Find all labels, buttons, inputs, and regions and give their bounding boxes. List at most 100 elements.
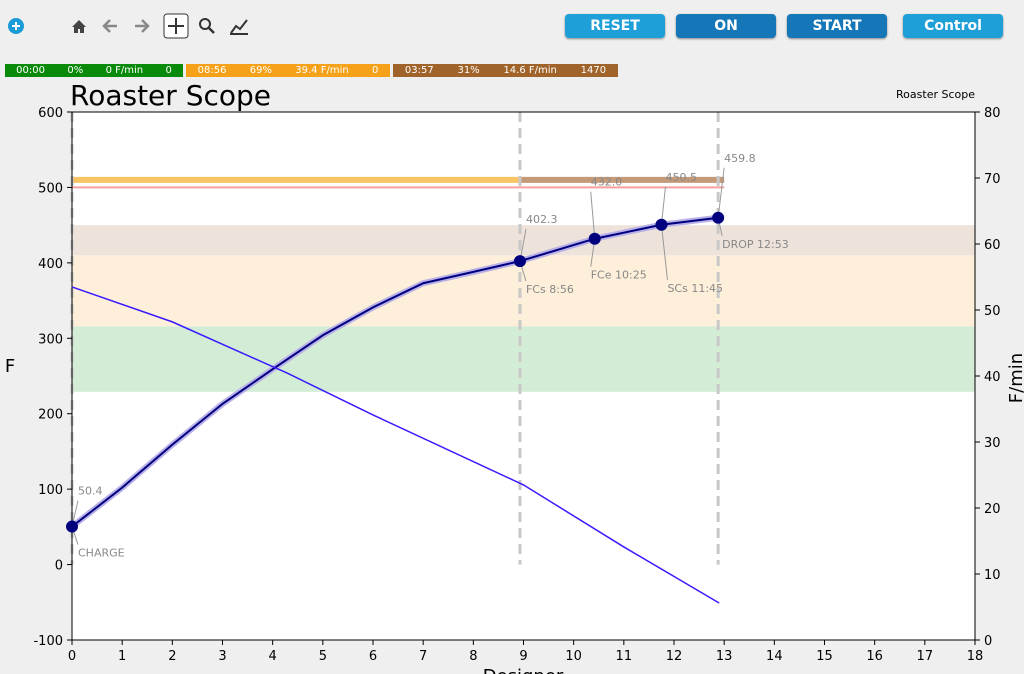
event-marker [66,520,78,533]
x-tick-label: 2 [168,649,176,664]
event-leader [590,191,596,239]
forward-icon[interactable] [135,19,150,33]
y-tick-label: 600 [38,106,63,121]
reset-button[interactable]: RESET [565,14,665,38]
phase-time: 03:57 [404,65,434,76]
x-tick-label: 4 [269,649,277,664]
x-tick-label: 14 [766,649,783,664]
y-tick-label: 500 [38,181,63,196]
phase-ror: 39.4 F/min [295,65,349,76]
phase-band [72,255,975,327]
event-label: FCs 8:56 [526,283,574,296]
y2-tick-label: 80 [984,106,1001,121]
x-tick-label: 11 [616,649,633,664]
event-leader [717,217,723,236]
phase-value: 1470 [580,65,607,76]
x-tick-label: 1 [118,649,126,664]
event-label: SCs 11:45 [667,282,723,295]
x-tick-label: 18 [967,649,984,664]
x-tick-label: 10 [565,649,582,664]
y-tick-label: 100 [38,483,63,498]
phase-ror: 14.6 F/min [503,65,557,76]
event-label: DROP 12:53 [722,238,789,251]
phase-segment: 03:57 31% 14.6 F/min 1470 [393,64,618,77]
phase-ror: 0 F/min [105,65,144,76]
home-icon[interactable] [72,20,86,33]
start-button[interactable]: START [787,14,887,38]
back-icon[interactable] [102,19,117,33]
x-tick-label: 13 [716,649,733,664]
add-button[interactable] [8,18,24,34]
phase-value: 0 [165,65,172,76]
x-tick-label: 6 [369,649,377,664]
y2-tick-label: 50 [984,304,1001,319]
line-halo [70,214,719,529]
x-tick-label: 15 [816,649,833,664]
event-marker [513,255,526,268]
event-label: CHARGE [78,547,125,560]
x-tick-label: 0 [68,649,76,664]
y2-tick-label: 60 [984,238,1001,253]
y-tick-label: 400 [38,257,63,272]
event-leader [717,167,725,218]
phase-time: 00:00 [16,65,45,76]
chart-title: Roaster Scope [70,79,271,112]
chart-icon[interactable] [230,19,248,35]
y2-tick-label: 10 [984,568,1001,583]
y2-tick-label: 0 [984,634,992,649]
event-marker [712,211,725,224]
y-tick-label: 0 [55,559,63,574]
chart-subtitle: Roaster Scope [896,88,975,101]
event-leader [660,224,668,280]
event-leader [519,229,527,262]
pan-icon[interactable] [163,13,189,39]
x-tick-label: 17 [917,649,934,664]
phase-band [72,225,975,256]
event-value-label: 459.8 [724,152,756,165]
x-tick-label: 12 [666,649,683,664]
event-value-label: 450.5 [665,171,697,184]
event-leader [660,186,666,225]
y2-axis-label: F/min [1006,353,1024,403]
phase-value: 0 [371,65,379,76]
phase-percent: 69% [249,65,272,76]
event-value-label: 50.4 [78,485,103,498]
control-button[interactable]: Control [903,14,1003,38]
y2-tick-label: 30 [984,436,1001,451]
y-tick-label: 200 [38,408,63,423]
y2-tick-label: 40 [984,370,1001,385]
event-leader [590,238,596,267]
x-tick-label: 7 [419,649,427,664]
plot-area [72,112,975,640]
y-tick-label: -100 [33,634,63,649]
background [72,176,975,392]
event-value-label: 432.0 [591,176,623,189]
phase-time: 08:56 [197,65,227,76]
phase-percent: 0% [67,65,84,76]
x-tick-label: 9 [519,649,527,664]
y-axis-label: F [5,356,15,377]
x-tick-label: 3 [218,649,226,664]
event-value-label: 402.3 [526,213,558,226]
event-marker [588,232,601,245]
nav-toolbar [8,13,248,39]
x-axis-label: Designer [483,666,564,674]
y2-tick-label: 70 [984,172,1001,187]
phase-percent: 31% [457,65,480,76]
event-leader [71,526,79,545]
phase-segment: 00:00 0% 0 F/min 0 [5,64,183,77]
phase-band [72,326,975,392]
event-marker [655,218,668,231]
phase-segment: 08:56 69% 39.4 F/min 0 [186,64,390,77]
y-tick-label: 300 [38,332,63,347]
event-leader [71,500,79,527]
event-label: FCe 10:25 [591,269,647,282]
line [71,286,720,604]
x-tick-label: 16 [866,649,883,664]
x-tick-label: 8 [469,649,477,664]
on-button[interactable]: ON [676,14,776,38]
x-tick-label: 5 [319,649,327,664]
zoom-icon[interactable] [199,18,215,34]
